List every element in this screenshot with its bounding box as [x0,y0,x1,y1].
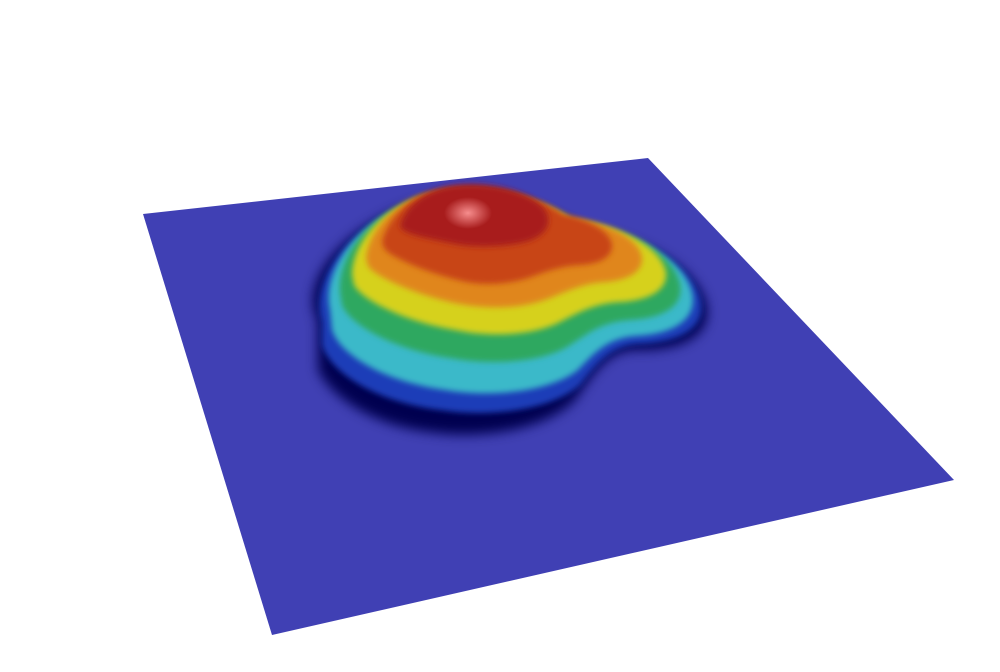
gaussian-bump-surface [312,184,708,435]
peak-highlight [444,197,492,229]
